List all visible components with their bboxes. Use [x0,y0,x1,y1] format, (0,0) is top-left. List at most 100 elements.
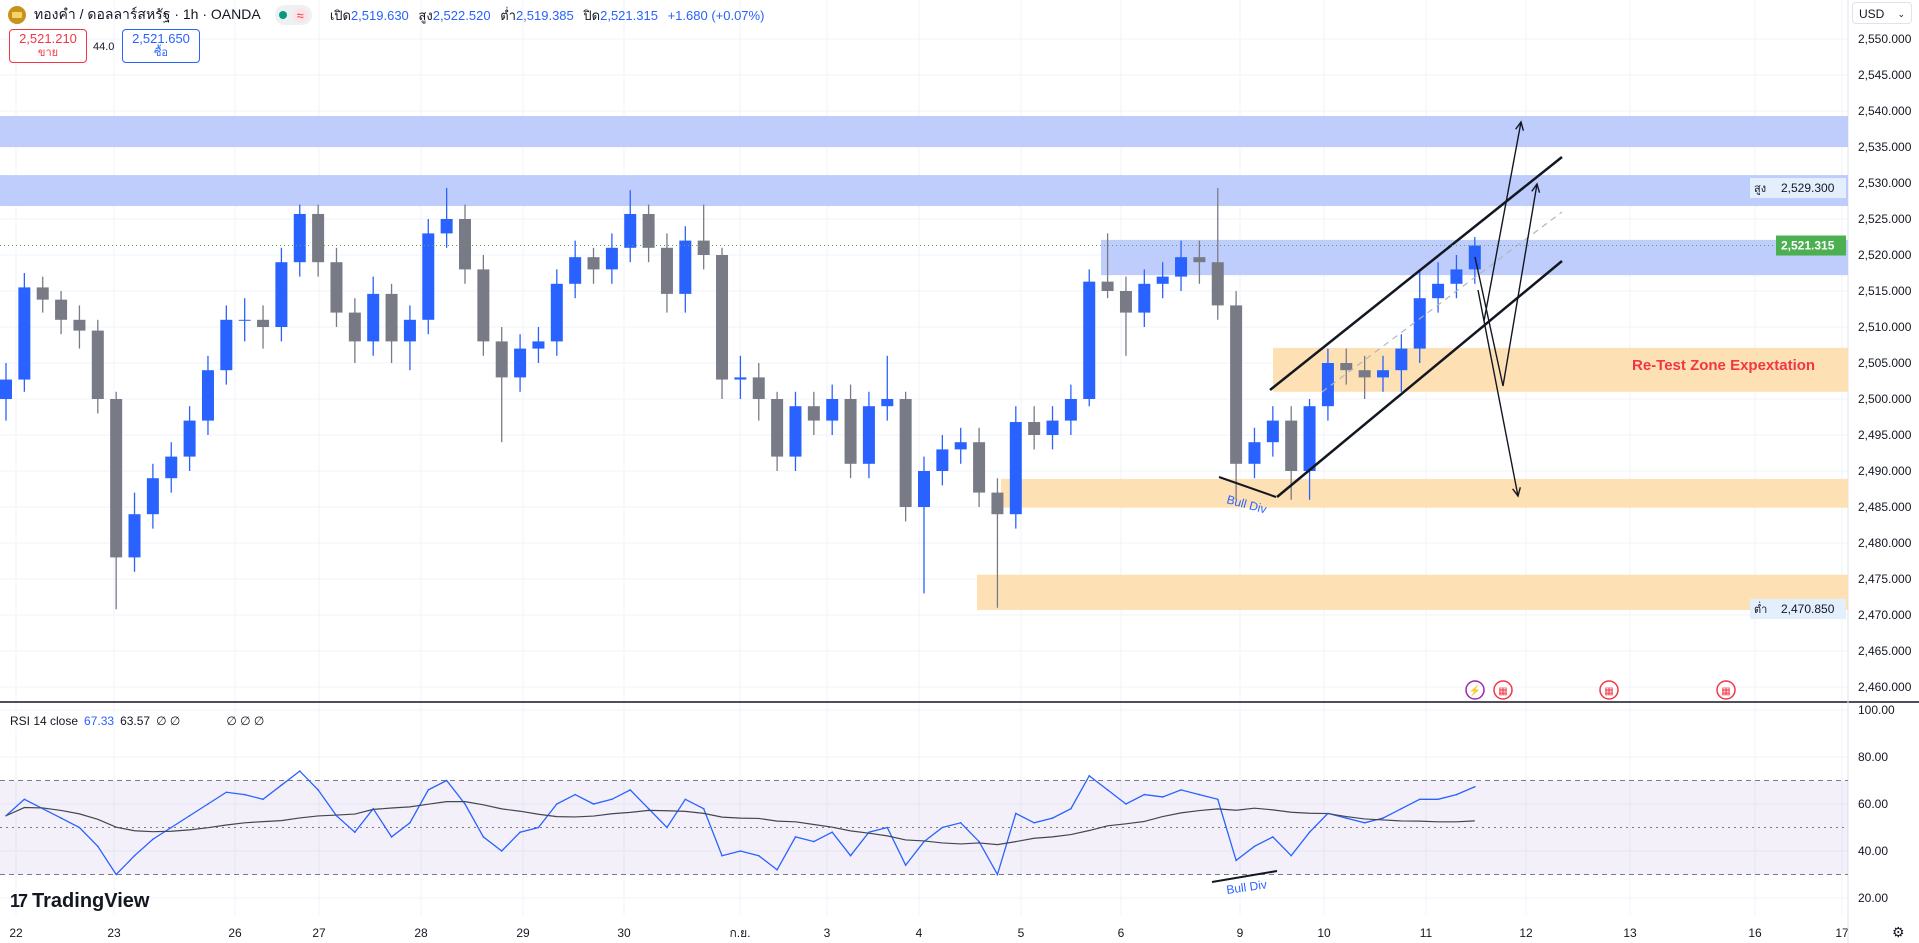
open-label: เปิด [329,7,351,23]
rsi-point [556,803,558,805]
market-status[interactable]: ≈ [274,5,312,25]
earnings-event-icon-glyph: ⚡ [1469,684,1481,697]
bull-div-rsi-label: Bull Div [1225,877,1267,897]
rsi-point [335,814,338,817]
high-value: 2,522.520 [432,7,491,23]
candle-body [1101,281,1114,291]
candle-body [734,377,747,380]
rsi-value: 67.33 [84,714,115,728]
candle-body [18,287,31,380]
price-tick-label: 2,515.000 [1858,284,1912,298]
rsi-tick-label: 40.00 [1858,844,1888,858]
rsi-point [409,822,411,824]
candle-body [1175,257,1188,277]
us-economic-event-icon[interactable] [1493,680,1513,700]
breakdown-arrow [1477,289,1519,497]
hl-marker-label: สูง [1754,183,1766,195]
drawings [1218,120,1563,498]
candle-body [403,319,416,342]
candle-body [422,233,435,320]
rsi-point [978,840,980,843]
hl-marker-value: 2,529.300 [1781,181,1835,195]
low-value: 2,519.385 [515,7,574,23]
candle-body [201,370,214,421]
rsi-legend[interactable]: RSI 14 close 67.33 63.57 ∅ ∅ ∅ ∅ ∅ [8,713,267,729]
sell-button[interactable]: 2,521.210 ขาย [9,29,87,63]
time-tick-label: 10 [1317,926,1331,940]
rsi-point [519,831,521,833]
breakout-up-arrow [1483,121,1522,322]
rsi-point [482,836,485,838]
retest-up-arrow [1474,183,1538,387]
rsi-point [1125,803,1127,805]
price-tick-label: 2,505.000 [1858,356,1912,370]
currency-value: USD [1859,7,1885,21]
candle-body [550,283,563,342]
settings-gear-icon[interactable]: ⚙ [1892,924,1905,940]
rsi-point [60,817,62,819]
rsi-point [776,869,778,871]
candle-body [220,319,233,371]
symbol-title[interactable]: ทองคำ / ดอลลาร์สหรัฐ · 1h · OANDA [34,6,261,22]
candle-body [459,219,471,270]
rsi-point [831,831,833,833]
buy-button[interactable]: 2,521.650 ซื้อ [122,29,200,63]
rsi-tick-label: 20.00 [1858,891,1888,905]
rsi-point [97,845,99,848]
tradingview-logo-icon: 17 [10,891,28,911]
time-tick-label: 28 [414,926,428,940]
candle-body [275,262,288,327]
tradingview-logo[interactable]: 17 TradingView [10,890,149,913]
earnings-event-icon[interactable] [1465,680,1485,700]
rsi-tick-label: 100.00 [1858,703,1895,717]
rsi-point [1308,831,1311,833]
rsi-point [1363,822,1366,824]
low-label: ต่ำ [500,7,516,23]
rsi-point [1400,807,1403,810]
time-tick-label: 6 [1118,926,1125,940]
rsi-point [1070,807,1072,810]
tradingview-wordmark: TradingView [32,890,150,912]
rsi-point [996,873,999,876]
chevron-down-icon: ⌄ [1897,9,1905,19]
candle-body [91,330,104,399]
price-tick-label: 2,500.000 [1858,392,1912,406]
rsi-point [666,826,668,829]
candle-body [348,312,361,342]
rsi-point [1198,793,1201,796]
candle-body [385,293,398,342]
candle-body [1450,269,1463,284]
rsi-point [280,784,283,786]
rsi-point [1033,822,1035,824]
candle-body [697,240,710,255]
currency-select[interactable]: USD ⌄ [1852,2,1912,24]
rsi-point [1161,796,1164,798]
rsi-point [1474,785,1476,788]
candle-body [624,213,637,248]
rsi-point [1235,859,1237,862]
time-tick-label: 4 [916,926,923,940]
rsi-point [813,840,815,843]
open-value: 2,519.630 [350,7,409,23]
rsi-point [739,850,742,852]
candle-body [954,442,967,450]
rsi-point [1051,817,1054,819]
rsi-extra-values-2: ∅ ∅ ∅ [226,714,265,728]
symbol-header: ทองคำ / ดอลลาร์สหรัฐ · 1h · OANDA ≈ เปิด… [8,4,770,26]
rsi-point [904,864,907,866]
rsi-point [225,791,228,794]
candle-body [1028,422,1041,435]
us-economic-event-icon[interactable] [1716,680,1736,700]
time-tick-label: 26 [228,926,242,940]
rsi-point [243,793,246,796]
candle-body [257,319,270,327]
rsi-point [445,779,448,782]
us-economic-event-icon-glyph: ▦ [1604,686,1613,697]
candle-body [146,478,159,515]
candle-body [330,262,343,313]
time-tick-label: 5 [1018,926,1025,940]
breakdown-arrow-head [1512,487,1521,498]
us-economic-event-icon[interactable] [1599,680,1619,700]
rsi-point [1253,845,1256,848]
